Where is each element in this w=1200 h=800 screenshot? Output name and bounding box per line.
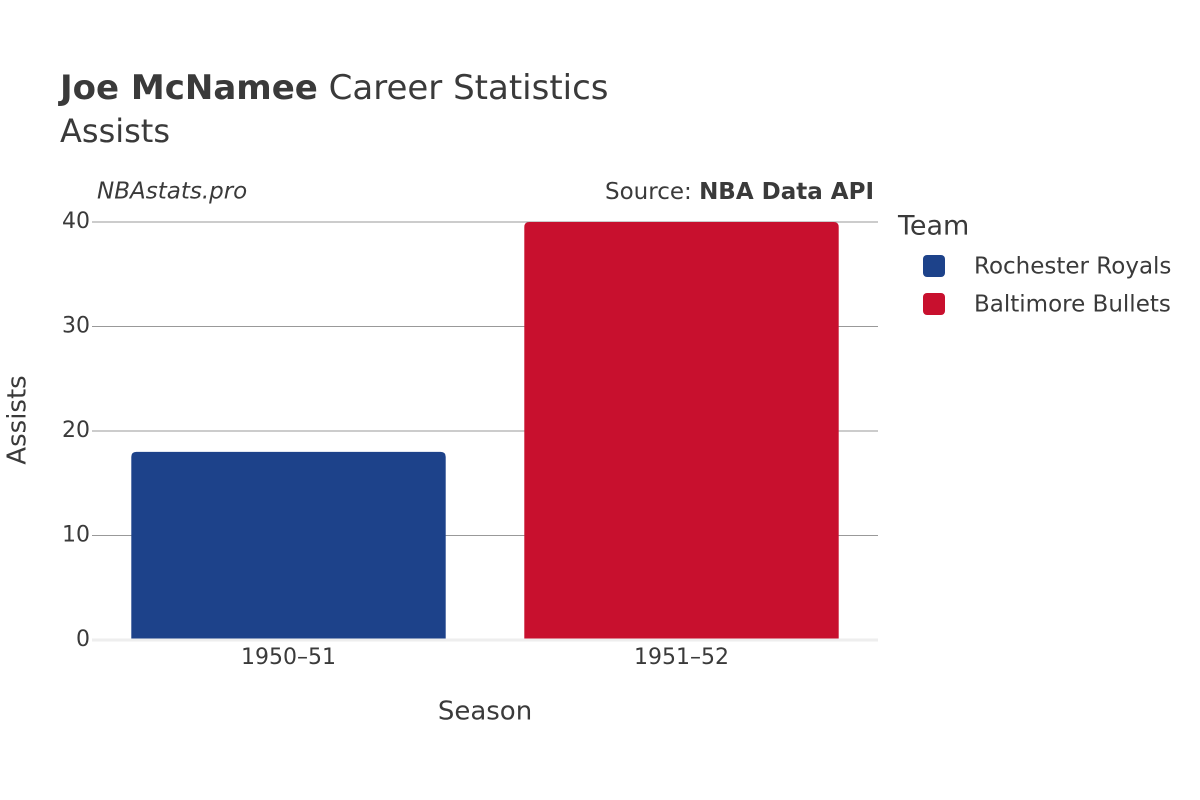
- legend-title: Team: [897, 211, 969, 242]
- x-tick-label: 1950–51: [241, 645, 336, 670]
- y-axis-title: Assists: [3, 375, 33, 464]
- chart-subtitle: Assists: [60, 112, 170, 150]
- legend-swatch: [923, 255, 945, 277]
- bar: [524, 222, 839, 640]
- y-tick-label: 40: [62, 209, 90, 234]
- source: Source: NBA Data API: [605, 179, 874, 205]
- chart-title: Joe McNamee Career Statistics: [58, 68, 609, 108]
- legend-label: Baltimore Bullets: [974, 292, 1171, 318]
- y-tick-label: 10: [62, 523, 90, 548]
- watermark: NBAstats.pro: [97, 179, 247, 205]
- y-tick-label: 30: [62, 314, 90, 339]
- source-label: Source:: [605, 179, 692, 205]
- x-tick-label: 1951–52: [634, 645, 729, 670]
- x-axis-title: Season: [438, 697, 532, 727]
- source-name: NBA Data API: [699, 179, 874, 205]
- legend-label: Rochester Royals: [974, 254, 1171, 280]
- bar: [131, 451, 446, 640]
- title-rest: Career Statistics: [329, 68, 609, 108]
- y-tick-label: 20: [62, 418, 90, 443]
- title-bold: Joe McNamee: [58, 68, 318, 108]
- y-tick-label: 0: [76, 627, 90, 652]
- legend-swatch: [923, 293, 945, 315]
